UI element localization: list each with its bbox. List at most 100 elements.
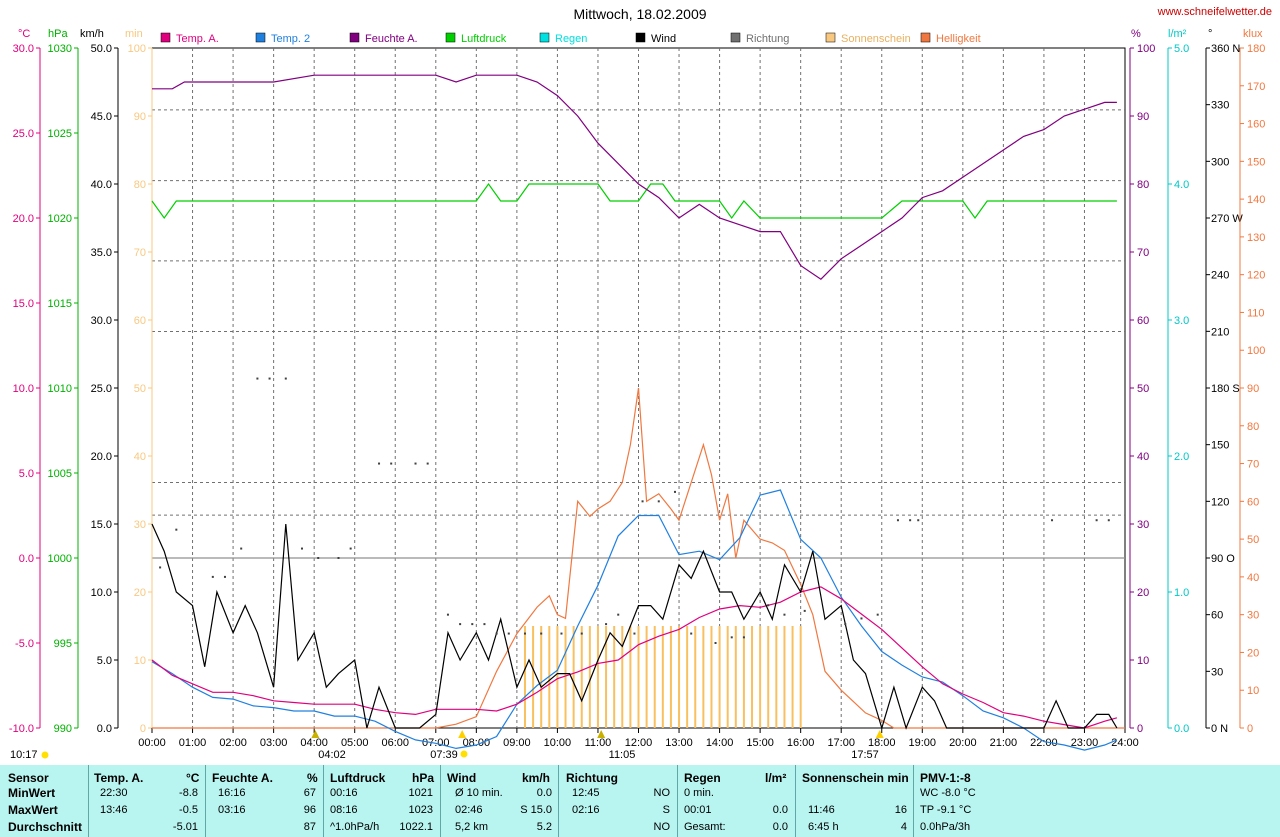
dir-axis-label: 0 N [1211,723,1228,735]
footer-cell-sun_v: 4 [900,821,907,833]
point-richtung [876,613,879,616]
min-axis-label: 90 [134,111,146,123]
point-richtung [426,462,429,465]
point-richtung [767,604,770,607]
footer-cell-pmv: TP -9.1 °C [920,804,972,816]
kmh-axis-label: 0.0 [97,723,112,735]
dir-axis-label: 150 [1211,440,1229,452]
footer-cell-hum_t: 16:16 [218,787,246,799]
hum-axis-label: 50 [1137,383,1149,395]
dir-axis-label: 120 [1211,496,1229,508]
klux-axis-label: 80 [1247,421,1259,433]
dir-axis-label: 90 O [1211,553,1235,565]
footer-wind-unit: km/h [522,771,551,785]
unit-label-right: klux [1243,28,1263,40]
footer-cell-wind_v: S 15.0 [520,804,552,816]
left-axes: 30.025.020.015.010.05.00.0-5.0-10.010301… [9,43,1265,735]
min-axis-label: 30 [134,519,146,531]
point-richtung [349,547,352,550]
dir-axis-label: 330 [1211,100,1229,112]
klux-axis-label: 70 [1247,459,1259,471]
point-richtung [580,632,583,635]
point-richtung [256,377,259,380]
klux-axis-label: 100 [1247,345,1265,357]
hpa-axis-label: 1025 [48,128,72,140]
point-richtung [483,623,486,626]
footer-cell-temp_v: -8.8 [179,787,198,799]
footer-temp-unit: °C [186,771,200,785]
footer-cell-dir_t: 12:45 [572,787,600,799]
legend-label: Helligkeit [936,33,981,45]
sunset-marker [875,730,884,738]
hum-axis-label: 0 [1137,723,1143,735]
point-richtung [803,609,806,612]
time-label: 03:00 [260,737,288,749]
time-label: 05:00 [341,737,369,749]
rain-axis-label: 0.0 [1174,723,1189,735]
legend-label: Sonnenschein [841,33,911,45]
time-label: 06:00 [381,737,409,749]
temp-axis-label: 15.0 [13,298,34,310]
kmh-axis-label: 15.0 [91,519,112,531]
footer-sensor-header: Sensor [8,771,49,785]
klux-axis-label: 130 [1247,232,1265,244]
dir-axis-label: 270 W [1211,213,1243,225]
rain-axis-label: 5.0 [1174,43,1189,55]
sun-icon [41,751,49,759]
footer-cell-sun_t: 6:45 h [808,821,839,833]
time-label: 22:00 [1030,737,1058,749]
dir-axis-label: 180 S [1211,383,1240,395]
legend-label: Temp. A. [176,33,219,45]
footer-rain-header: Regen [684,771,721,785]
point-richtung [390,462,393,465]
point-richtung [284,377,287,380]
hpa-axis-label: 1000 [48,553,72,565]
series-line-temp-2 [151,489,1118,751]
klux-axis-label: 30 [1247,610,1259,622]
chart-title: Mittwoch, 18.02.2009 [573,6,706,22]
time-label: 14:00 [706,737,734,749]
klux-axis-label: 180 [1247,43,1265,55]
footer-cell-wind_v: 5.2 [536,821,552,833]
hpa-axis-label: 1010 [48,383,72,395]
point-richtung [1107,519,1110,522]
hum-axis-label: 80 [1137,179,1149,191]
dir-axis-label: 210 [1211,326,1229,338]
footer-cell-press_t: 08:16 [330,804,358,816]
footer-pmv-header: PMV-1:-8 [920,771,971,785]
site-link[interactable]: www.schneifelwetter.de [1157,6,1272,18]
temp-axis-label: 20.0 [13,213,34,225]
temp-axis-label: 10.0 [13,383,34,395]
footer-cell-dir_v: NO [653,821,671,833]
footer-cell-sun_v: 16 [894,804,907,816]
kmh-axis-label: 20.0 [91,451,112,463]
legend-label: Regen [555,33,587,45]
legend-swatch [730,32,741,43]
kmh-axis-label: 5.0 [97,655,112,667]
point-richtung [414,462,417,465]
kmh-axis-label: 10.0 [91,587,112,599]
time-label: 21:00 [990,737,1018,749]
time-label: 16:00 [787,737,815,749]
legend-label: Feuchte A. [365,33,418,45]
unit-label-left: km/h [80,28,104,40]
left-time-label: 10:17 [10,749,38,761]
series-line-wind [151,523,1118,731]
point-richtung [783,613,786,616]
point-richtung [860,617,863,620]
time-label: 17:00 [827,737,855,749]
footer-cell-press_t: 00:16 [330,787,358,799]
time-label: 15:00 [746,737,774,749]
footer-cell-wind_t: 02:46 [455,804,483,816]
noon-marker [597,730,606,738]
footer-cell-sun_t: 11:46 [808,804,835,816]
temp-axis-label: -10.0 [9,723,34,735]
sunrise-marker [458,730,467,738]
footer-cell-press_v: 1023 [408,804,433,816]
footer-cell-hum_v: 96 [303,804,316,816]
hum-axis-label: 100 [1137,43,1155,55]
footer-hum-header: Feuchte A. [212,771,273,785]
klux-axis-label: 40 [1247,572,1259,584]
point-richtung [690,632,693,635]
footer-cell-dir_t: 02:16 [572,804,600,816]
